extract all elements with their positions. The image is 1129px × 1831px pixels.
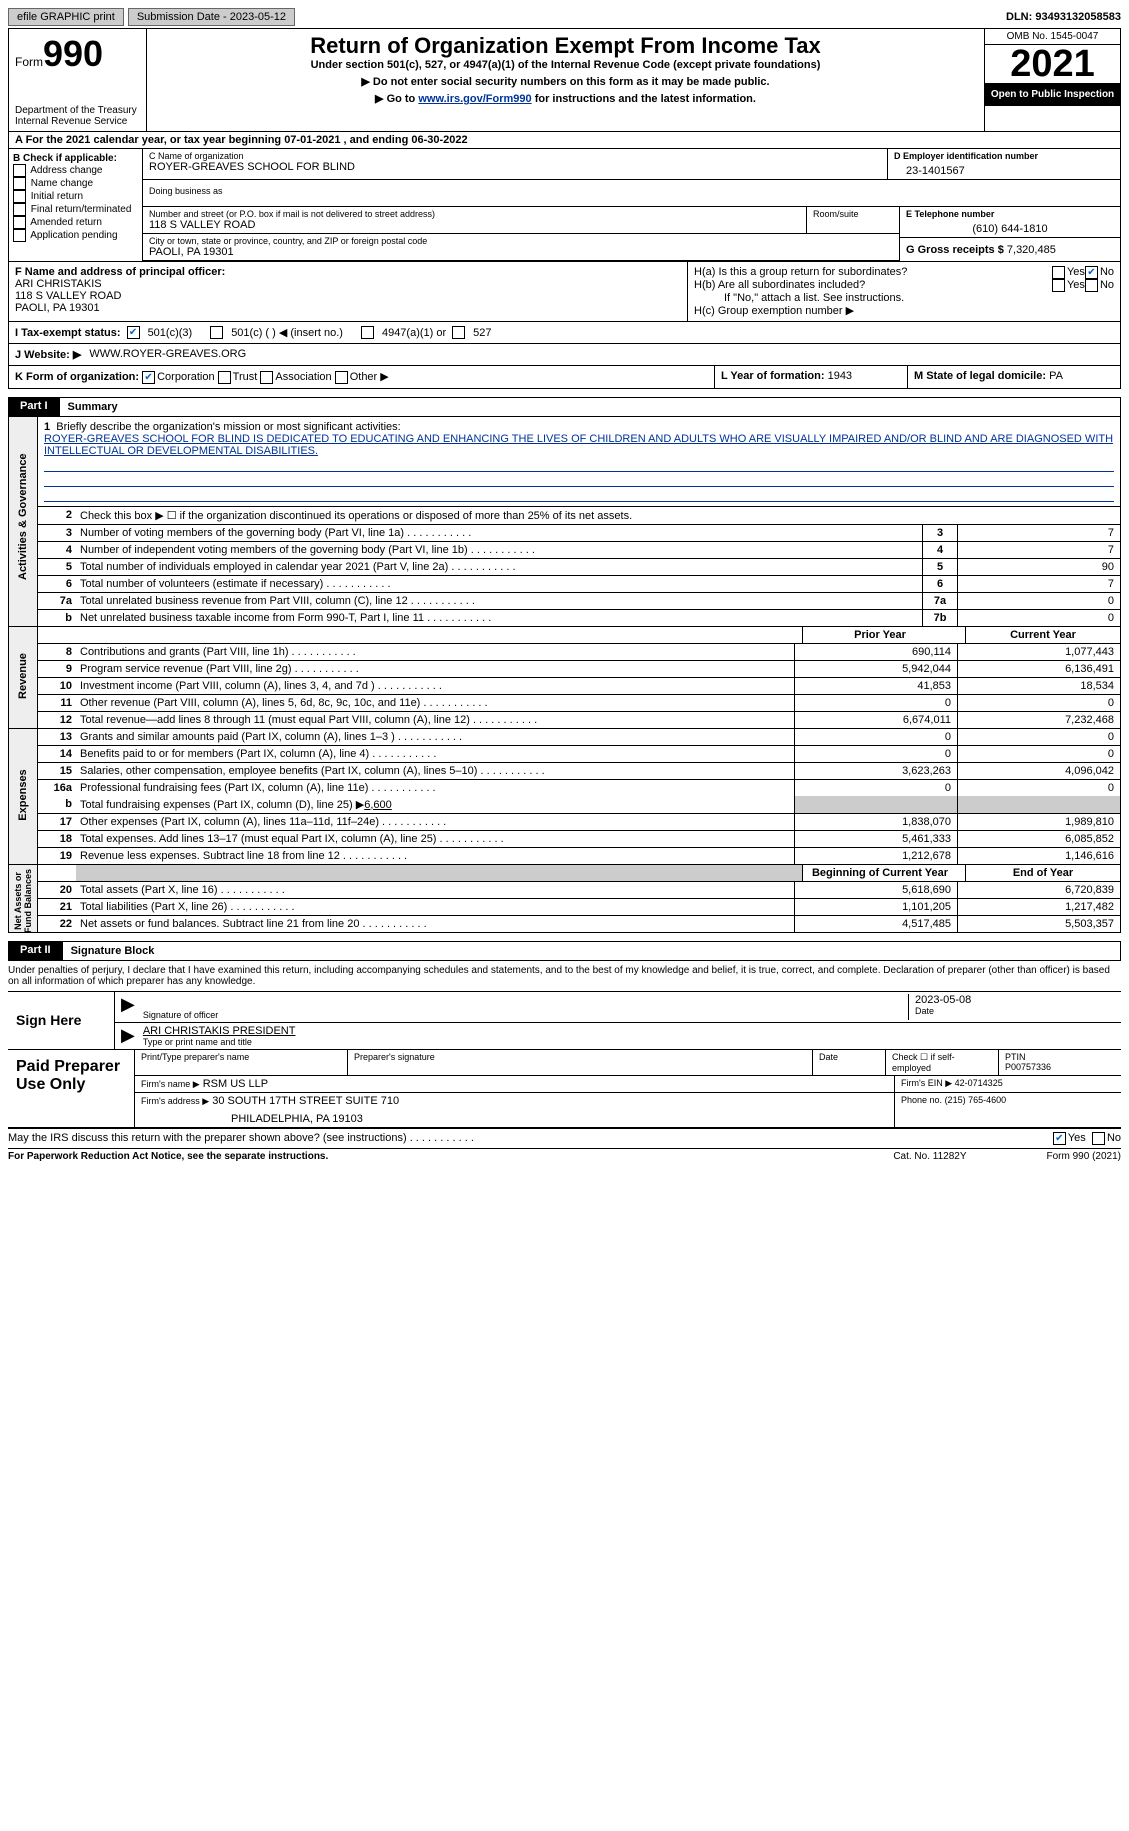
arrow-icon: ▶ — [121, 1025, 143, 1047]
table-row: 8Contributions and grants (Part VIII, li… — [38, 644, 1120, 661]
hb-note: If "No," attach a list. See instructions… — [694, 292, 1114, 304]
sign-here-block: Sign Here ▶ Signature of officer 2023-05… — [8, 992, 1121, 1050]
revenue-section: Revenue Prior YearCurrent Year 8Contribu… — [8, 627, 1121, 729]
hc: H(c) Group exemption number ▶ — [694, 304, 1114, 317]
dba-label: Doing business as — [143, 180, 1120, 207]
activities-governance: Activities & Governance 1 Briefly descri… — [8, 417, 1121, 627]
efile-badge: efile GRAPHIC print — [8, 8, 124, 26]
table-row: 18Total expenses. Add lines 13–17 (must … — [38, 831, 1120, 848]
expenses-section: Expenses 13Grants and similar amounts pa… — [8, 729, 1121, 865]
gross-receipts: 7,320,485 — [1007, 244, 1056, 256]
city-label: City or town, state or province, country… — [149, 236, 893, 246]
checkbox-option: Address change — [13, 164, 138, 177]
table-row: 9Program service revenue (Part VIII, lin… — [38, 661, 1120, 678]
table-row: 4Number of independent voting members of… — [38, 542, 1120, 559]
table-row: bNet unrelated business taxable income f… — [38, 610, 1120, 626]
irs-link[interactable]: www.irs.gov/Form990 — [418, 93, 531, 105]
phone: (610) 644-1810 — [906, 219, 1114, 235]
top-bar: efile GRAPHIC print Submission Date - 20… — [8, 8, 1121, 26]
table-row: 22Net assets or fund balances. Subtract … — [38, 916, 1120, 932]
block-fh: F Name and address of principal officer:… — [8, 262, 1121, 322]
perjury-text: Under penalties of perjury, I declare th… — [8, 961, 1121, 992]
officer-city: PAOLI, PA 19301 — [15, 302, 681, 314]
part-2-header: Part II Signature Block — [8, 941, 1121, 961]
hb: H(b) Are all subordinates included? — [694, 279, 1052, 292]
table-row: 10Investment income (Part VIII, column (… — [38, 678, 1120, 695]
checkbox-option: Amended return — [13, 216, 138, 229]
street: 118 S VALLEY ROAD — [149, 219, 800, 231]
paid-preparer-block: Paid Preparer Use Only Print/Type prepar… — [8, 1050, 1121, 1129]
part-1-header: Part I Summary — [8, 397, 1121, 417]
table-row: 13Grants and similar amounts paid (Part … — [38, 729, 1120, 746]
table-row: 14Benefits paid to or for members (Part … — [38, 746, 1120, 763]
open-inspection: Open to Public Inspection — [985, 83, 1120, 106]
f-label: F Name and address of principal officer: — [15, 266, 681, 278]
checkbox-option: Name change — [13, 177, 138, 190]
e-label: E Telephone number — [906, 209, 1114, 219]
block-bcde: B Check if applicable: Address change Na… — [8, 149, 1121, 262]
mission-text: ROYER-GREAVES SCHOOL FOR BLIND IS DEDICA… — [44, 433, 1114, 457]
form-note2: ▶ Go to www.irs.gov/Form990 for instruct… — [155, 92, 976, 105]
section-b: B Check if applicable: Address change Na… — [9, 149, 143, 261]
table-row: 21Total liabilities (Part X, line 26)1,1… — [38, 899, 1120, 916]
table-row: 5Total number of individuals employed in… — [38, 559, 1120, 576]
dln: DLN: 93493132058583 — [1006, 11, 1121, 23]
g-label: G Gross receipts $ — [906, 244, 1004, 256]
officer-street: 118 S VALLEY ROAD — [15, 290, 681, 302]
form-label: Form — [15, 55, 43, 69]
section-a: A For the 2021 calendar year, or tax yea… — [8, 132, 1121, 149]
c-name-label: C Name of organization — [149, 151, 881, 161]
section-i: I Tax-exempt status: 501(c)(3) 501(c) ( … — [8, 322, 1121, 344]
street-label: Number and street (or P.O. box if mail i… — [149, 209, 800, 219]
org-name: ROYER-GREAVES SCHOOL FOR BLIND — [149, 161, 881, 173]
table-row: 19Revenue less expenses. Subtract line 1… — [38, 848, 1120, 864]
section-j: J Website: ▶ WWW.ROYER-GREAVES.ORG — [8, 344, 1121, 366]
table-row: 15Salaries, other compensation, employee… — [38, 763, 1120, 780]
table-row: 16aProfessional fundraising fees (Part I… — [38, 780, 1120, 796]
room-label: Room/suite — [807, 207, 899, 233]
form-number: 990 — [43, 33, 103, 74]
footer: For Paperwork Reduction Act Notice, see … — [8, 1149, 1121, 1164]
table-row: 7aTotal unrelated business revenue from … — [38, 593, 1120, 610]
submission-date: Submission Date - 2023-05-12 — [128, 8, 295, 26]
website: WWW.ROYER-GREAVES.ORG — [89, 348, 246, 361]
officer-name: ARI CHRISTAKIS — [15, 278, 681, 290]
table-row: 3Number of voting members of the governi… — [38, 525, 1120, 542]
d-label: D Employer identification number — [894, 151, 1114, 161]
checkbox-option: Final return/terminated — [13, 203, 138, 216]
table-row: 12Total revenue—add lines 8 through 11 (… — [38, 712, 1120, 728]
table-row: 20Total assets (Part X, line 16)5,618,69… — [38, 882, 1120, 899]
dept-treasury: Department of the Treasury Internal Reve… — [15, 105, 140, 127]
table-row: 11Other revenue (Part VIII, column (A), … — [38, 695, 1120, 712]
form-title: Return of Organization Exempt From Incom… — [155, 33, 976, 59]
netassets-section: Net Assets or Fund Balances Beginning of… — [8, 865, 1121, 933]
tax-year: 2021 — [985, 45, 1120, 83]
city: PAOLI, PA 19301 — [149, 246, 893, 258]
ha: H(a) Is this a group return for subordin… — [694, 266, 1052, 279]
form-header: Form990 Department of the Treasury Inter… — [8, 28, 1121, 132]
checkbox-option: Application pending — [13, 229, 138, 242]
table-row: 17Other expenses (Part IX, column (A), l… — [38, 814, 1120, 831]
arrow-icon: ▶ — [121, 994, 143, 1020]
ein: 23-1401567 — [894, 161, 1114, 177]
form-note1: ▶ Do not enter social security numbers o… — [155, 75, 976, 88]
section-klm: K Form of organization: Corporation Trus… — [8, 366, 1121, 389]
table-row: 6Total number of volunteers (estimate if… — [38, 576, 1120, 593]
checkbox-option: Initial return — [13, 190, 138, 203]
form-subtitle: Under section 501(c), 527, or 4947(a)(1)… — [155, 59, 976, 71]
